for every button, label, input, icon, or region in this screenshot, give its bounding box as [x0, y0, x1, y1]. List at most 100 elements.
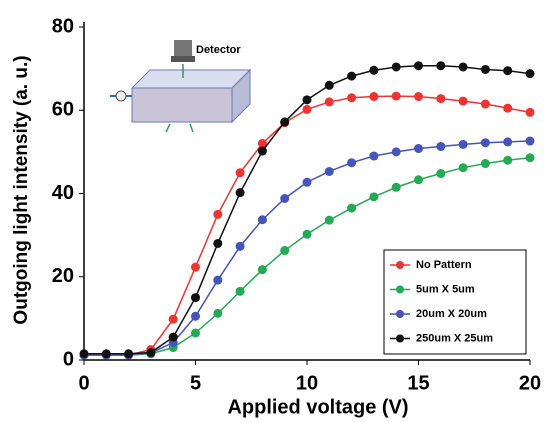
- inset-diagram: Detector: [110, 40, 252, 133]
- data-point: [302, 104, 312, 114]
- data-point: [79, 349, 89, 359]
- data-point: [213, 275, 223, 285]
- data-point: [436, 141, 446, 151]
- data-point: [257, 146, 267, 156]
- data-point: [324, 80, 334, 90]
- y-tick-label: 0: [63, 348, 74, 370]
- data-point: [369, 151, 379, 161]
- data-point: [525, 153, 535, 163]
- legend-label: No Pattern: [416, 259, 472, 271]
- data-point: [213, 238, 223, 248]
- data-point: [369, 192, 379, 202]
- ray: [165, 123, 171, 133]
- legend-box: [383, 249, 527, 355]
- legend-marker: [396, 334, 404, 343]
- data-point: [436, 94, 446, 104]
- data-point: [414, 92, 423, 102]
- data-point: [302, 95, 312, 105]
- data-point: [324, 166, 334, 176]
- y-tick-label: 60: [52, 99, 74, 121]
- ray: [189, 123, 194, 133]
- data-point: [525, 107, 535, 117]
- data-point: [191, 262, 200, 272]
- y-tick-label: 80: [52, 15, 74, 37]
- data-point: [280, 193, 290, 203]
- data-point: [369, 92, 379, 102]
- slab-front: [131, 87, 233, 123]
- data-point: [191, 293, 200, 303]
- x-tick-label: 20: [519, 372, 541, 394]
- x-tick-label: 0: [78, 372, 89, 394]
- detector-base: [171, 56, 195, 62]
- data-point: [391, 147, 401, 157]
- data-point: [213, 308, 223, 318]
- data-point: [235, 241, 245, 251]
- data-point: [347, 203, 357, 213]
- data-point: [458, 96, 468, 106]
- data-point: [257, 265, 267, 275]
- data-point: [235, 168, 245, 178]
- slab-side: [231, 68, 251, 124]
- data-point: [302, 229, 312, 239]
- data-point: [235, 286, 245, 296]
- data-point: [414, 61, 423, 71]
- data-point: [235, 188, 245, 198]
- data-point: [168, 314, 178, 324]
- data-point: [213, 209, 223, 219]
- y-tick-label: 20: [52, 265, 74, 287]
- data-point: [480, 99, 490, 109]
- data-point: [503, 66, 513, 76]
- data-point: [101, 349, 111, 359]
- data-point: [480, 64, 490, 74]
- legend-marker: [396, 261, 404, 269]
- data-point: [458, 163, 468, 173]
- data-point: [257, 139, 267, 149]
- data-point: [391, 62, 401, 72]
- data-point: [347, 93, 357, 103]
- data-point: [369, 65, 379, 75]
- data-point: [124, 349, 134, 359]
- y-axis-label: Outgoing light intensity (a. u.): [11, 55, 32, 324]
- data-point: [480, 138, 490, 148]
- data-point: [324, 215, 334, 225]
- data-point: [324, 97, 334, 107]
- x-tick-label: 10: [296, 372, 318, 394]
- data-point: [280, 117, 290, 127]
- legend-label: 5um X 5um: [416, 283, 475, 295]
- data-point: [503, 103, 513, 113]
- data-point: [480, 159, 490, 169]
- y-tick-label: 40: [52, 182, 74, 204]
- legend-label: 250um X 25um: [416, 332, 493, 344]
- legend-label: 20um X 20um: [416, 308, 487, 320]
- data-point: [391, 182, 401, 192]
- data-point: [302, 177, 312, 187]
- data-point: [414, 175, 423, 185]
- x-axis-label: Applied voltage (V): [227, 396, 408, 418]
- data-point: [280, 246, 290, 256]
- legend-marker: [396, 285, 404, 294]
- data-point: [436, 169, 446, 179]
- data-point: [525, 69, 535, 79]
- data-point: [347, 71, 357, 81]
- x-tick-label: 5: [190, 372, 201, 394]
- data-point: [503, 137, 513, 147]
- data-point: [146, 348, 156, 358]
- data-point: [347, 158, 357, 168]
- detector-icon: [174, 40, 192, 58]
- data-point: [191, 328, 200, 338]
- legend-marker: [396, 310, 404, 318]
- data-point: [458, 139, 468, 149]
- legend: No Pattern 5um X 5um 20um X 20um 250um X 25…: [383, 249, 527, 355]
- x-tick-label: 15: [407, 372, 429, 394]
- inset-label: Detector: [196, 44, 241, 56]
- data-point: [525, 136, 535, 146]
- data-point: [458, 62, 468, 72]
- data-point: [391, 91, 401, 101]
- data-point: [191, 311, 200, 321]
- source: [115, 90, 127, 102]
- slab-top: [130, 69, 252, 89]
- data-point: [257, 215, 267, 225]
- data-point: [168, 332, 178, 342]
- data-point: [503, 155, 513, 165]
- data-point: [414, 144, 423, 154]
